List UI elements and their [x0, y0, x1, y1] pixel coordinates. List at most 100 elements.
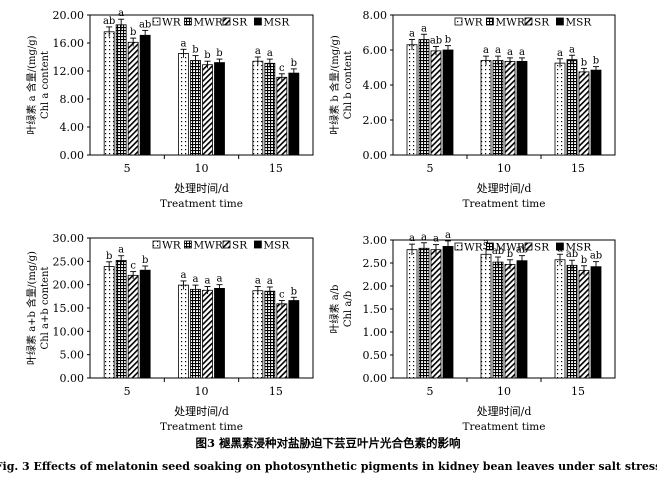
y-axis-title-en: Chl a+b content [40, 267, 51, 350]
x-axis-title-en: Treatment time [160, 421, 243, 433]
significance-letter: b [142, 255, 148, 266]
bar-wr [178, 53, 189, 156]
legend-label-msr: MSR [263, 240, 290, 252]
significance-letter: b [216, 48, 222, 59]
significance-letter: a [507, 47, 513, 58]
x-tick-label: 15 [269, 162, 283, 175]
bar-mwr [264, 290, 276, 379]
bar-wr [252, 60, 264, 156]
bar-msr [214, 62, 225, 156]
bar-wr [103, 31, 115, 156]
legend-label-wr: WR [464, 17, 484, 29]
bar-wr [480, 253, 492, 379]
bar-sr [504, 60, 516, 156]
legend-swatch-mwr [183, 240, 192, 249]
bar-msr [288, 72, 300, 156]
y-tick-label: 10.00 [53, 325, 85, 338]
y-tick-label: 20.00 [53, 279, 85, 292]
bar-msr [139, 269, 151, 379]
legend-swatch-msr [556, 242, 564, 251]
y-tick-label: 3.00 [363, 234, 388, 247]
legend-swatch-wr [152, 240, 161, 249]
bar-msr [442, 49, 454, 156]
significance-letter: ab [566, 249, 578, 260]
bar-sr [202, 64, 213, 156]
bar-mwr [190, 60, 201, 156]
significance-letter: b [445, 35, 451, 46]
legend-swatch-mwr [183, 17, 192, 26]
bar-mwr [115, 24, 127, 156]
bar-mwr [566, 264, 578, 379]
bar-mwr [264, 62, 276, 156]
significance-letter: a [255, 46, 261, 57]
x-tick-label: 15 [269, 385, 283, 398]
x-axis-title-cn: 处理时间/d [477, 182, 532, 195]
legend-swatch-msr [556, 17, 564, 26]
legend-swatch-mwr [485, 242, 494, 251]
significance-letter: c [130, 261, 136, 272]
x-tick-label: 15 [571, 385, 585, 398]
significance-letter: c [279, 63, 285, 74]
bar-msr [590, 266, 602, 379]
x-tick-label: 15 [571, 162, 585, 175]
y-tick-label: 16.00 [53, 37, 85, 50]
legend-label-mwr: MWR [193, 17, 224, 29]
y-tick-label: 12.00 [53, 65, 85, 78]
chart-panels: 0.00 4.00 8.00 12.00 16.00 20.00 叶绿素 a 含量/(mg/… [25, 8, 616, 433]
legend-label-mwr: MWR [495, 242, 526, 254]
significance-letter: ab [492, 246, 504, 257]
x-tick-label: 5 [124, 162, 131, 175]
x-tick-label: 10 [195, 162, 209, 175]
y-axis-title-cn: 叶绿素 a 含量/(mg/g) [25, 35, 38, 134]
bar-sr [430, 50, 442, 156]
significance-letter: b [192, 45, 198, 56]
caption-cn: 图3 褪黑素浸种对盐胁迫下芸豆叶片光合色素的影响 [195, 436, 460, 450]
bar-sr [127, 41, 139, 156]
bar-mwr [115, 259, 127, 379]
bar-mwr [492, 261, 504, 379]
y-tick-label: 20.00 [53, 9, 85, 22]
significance-letter: ab [590, 251, 602, 262]
legend-label-msr: MSR [565, 17, 592, 29]
y-tick-label: 8.00 [363, 9, 388, 22]
significance-letter: a [483, 45, 489, 56]
bar-wr [406, 44, 418, 156]
significance-letter: a [421, 23, 427, 34]
bar-mwr [418, 39, 430, 156]
x-tick-label: 10 [195, 385, 209, 398]
bar-wr [406, 249, 418, 379]
legend-label-mwr: MWR [495, 17, 526, 29]
x-tick-label: 5 [427, 162, 434, 175]
y-axis-title-cn: 叶绿素 a/b [328, 285, 341, 334]
x-axis-title-cn: 处理时间/d [174, 182, 229, 195]
legend-swatch-sr [222, 240, 231, 249]
y-tick-label: 1.00 [363, 326, 388, 339]
significance-letter: a [205, 276, 211, 287]
x-tick-label: 5 [124, 385, 131, 398]
significance-letter: a [433, 234, 439, 245]
chart-panel-1: 0.00 4.00 8.00 12.00 16.00 20.00 叶绿素 a 含量/(mg/… [25, 8, 314, 210]
significance-letter: a [193, 274, 199, 285]
significance-letter: a [181, 270, 187, 281]
y-axis-title-cn: 叶绿素 a+b 含量/(mg/g) [25, 251, 38, 365]
bar-wr [554, 62, 566, 156]
y-tick-label: 25.00 [53, 255, 85, 268]
significance-letter: b [581, 255, 587, 266]
significance-letter: b [291, 58, 297, 69]
legend-swatch-wr [152, 17, 161, 26]
bar-sr [430, 249, 442, 379]
bar-wr [554, 259, 566, 379]
significance-letter: b [593, 56, 599, 67]
bar-wr [103, 266, 115, 379]
bar-msr [214, 287, 225, 379]
significance-letter: a [569, 44, 575, 55]
bar-mwr [418, 247, 430, 379]
significance-letter: ab [139, 19, 151, 30]
significance-letter: b [106, 251, 112, 262]
x-axis-title-en: Treatment time [160, 198, 243, 210]
significance-letter: a [409, 29, 415, 40]
legend-label-sr: SR [232, 240, 248, 252]
legend-swatch-wr [454, 242, 463, 251]
significance-letter: b [291, 286, 297, 297]
